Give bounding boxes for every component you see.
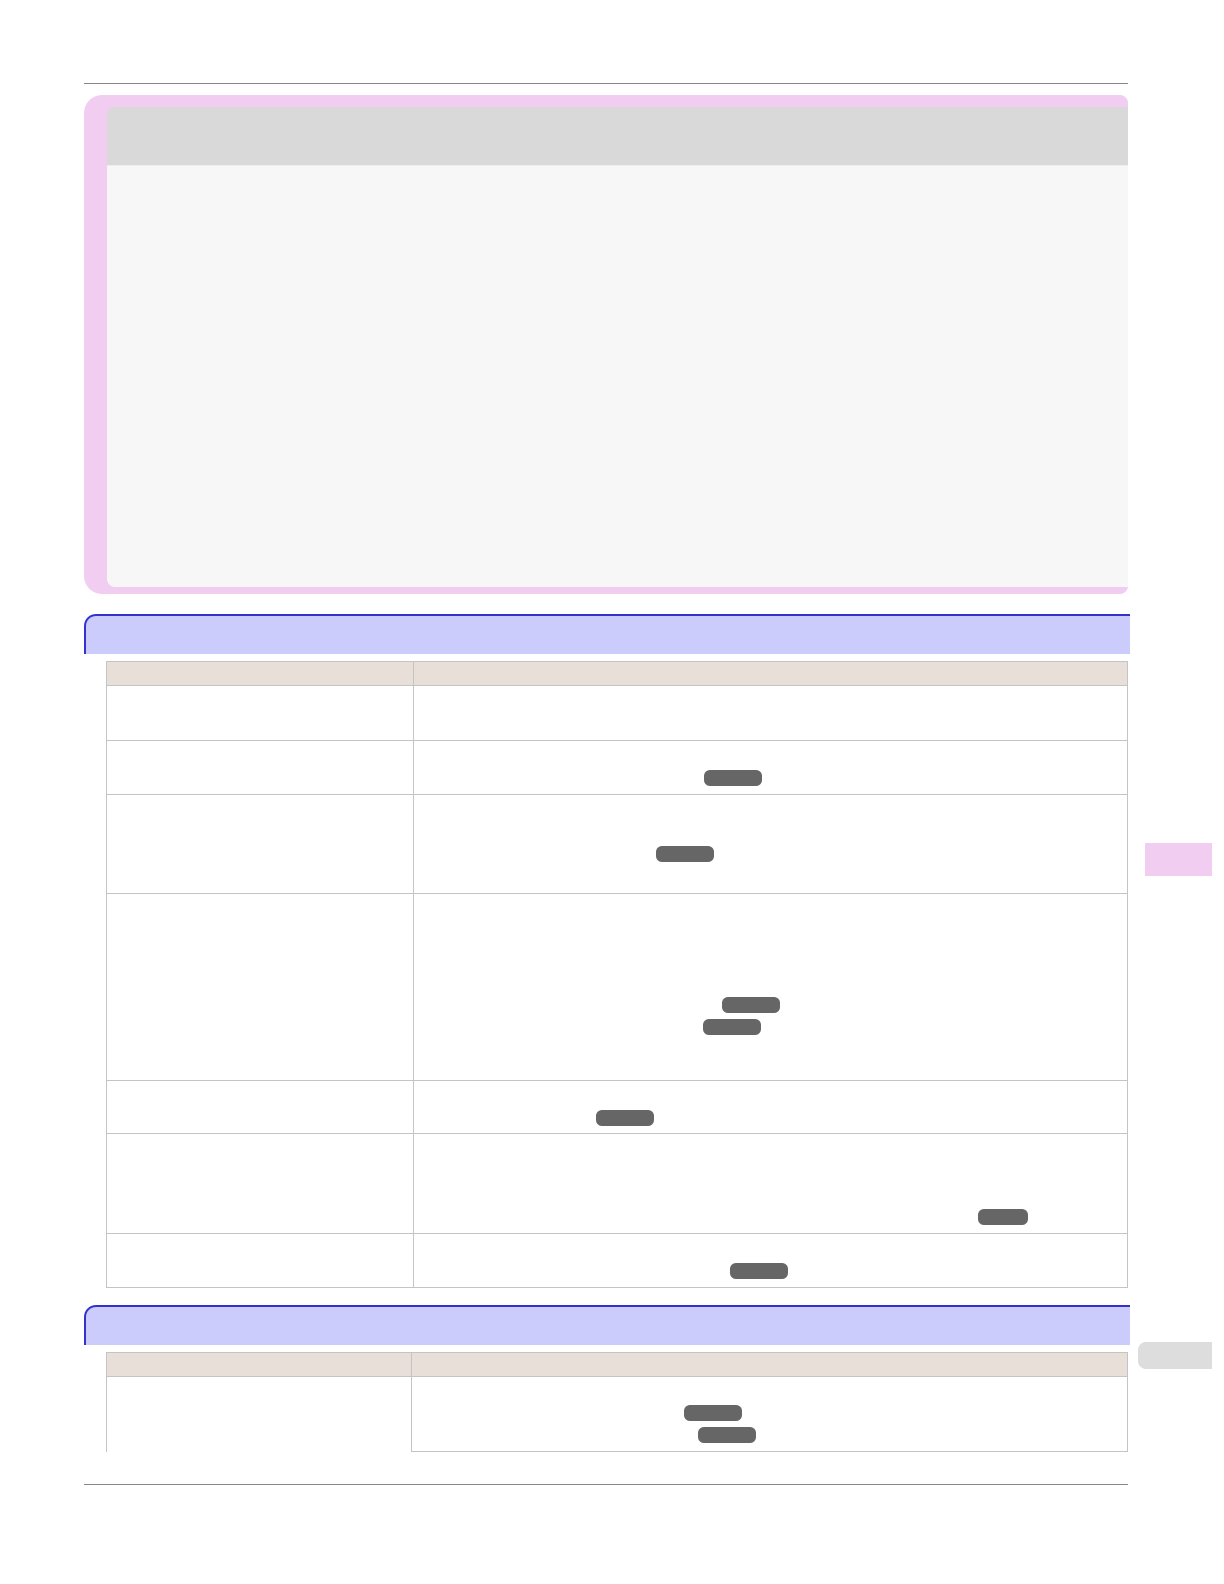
- table-row: [106, 794, 1128, 894]
- page-reference-link[interactable]: [703, 1019, 761, 1035]
- table-row: [106, 1233, 1128, 1288]
- section-header-1: [84, 614, 1130, 654]
- table-row: [106, 685, 1128, 741]
- section-header-2: [84, 1305, 1130, 1345]
- page-reference-link[interactable]: [656, 846, 714, 862]
- page-reference-link[interactable]: [722, 997, 780, 1013]
- table-header: [411, 1352, 1128, 1377]
- page-reference-link[interactable]: [698, 1427, 756, 1443]
- table-header: [106, 661, 414, 686]
- table-row: [106, 1080, 1128, 1134]
- header-rule: [84, 83, 1128, 84]
- side-tab-chapter[interactable]: [1145, 843, 1212, 876]
- table-header: [413, 661, 1128, 686]
- page-reference-link[interactable]: [684, 1405, 742, 1421]
- page-reference-link[interactable]: [596, 1110, 654, 1126]
- page-reference-link[interactable]: [730, 1263, 788, 1279]
- note-body: [107, 166, 1128, 587]
- page-reference-link[interactable]: [978, 1209, 1028, 1225]
- table-header: [106, 1352, 412, 1377]
- note-title: [107, 107, 1128, 166]
- footer-rule: [84, 1484, 1128, 1485]
- table-row: [106, 740, 1128, 795]
- settings-table-1: [106, 661, 1128, 1288]
- table-row: [106, 1376, 1128, 1452]
- side-tab-index[interactable]: [1138, 1342, 1212, 1369]
- table-row: [106, 893, 1128, 1081]
- settings-table-2: [106, 1352, 1128, 1452]
- page-reference-link[interactable]: [704, 770, 762, 786]
- table-row: [106, 1133, 1128, 1234]
